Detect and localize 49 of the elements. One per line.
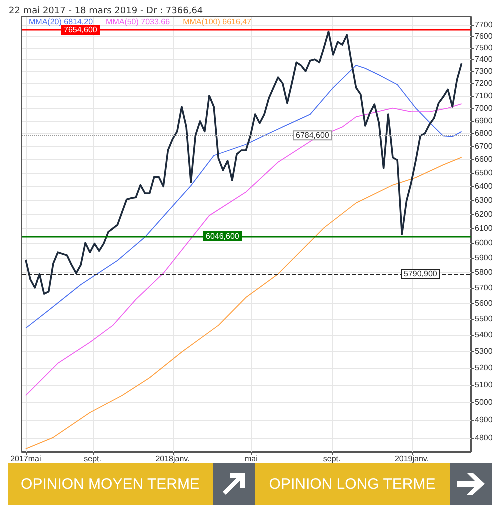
x-tick-label: sept. [323, 454, 341, 464]
y-tick-label: 5100 [475, 380, 494, 390]
text: MMA(50) 7033,66 [106, 18, 171, 26]
y-tick-label: 6100 [475, 224, 494, 234]
y-tick-label: 5700 [475, 283, 494, 292]
y-tick-label: 5400 [475, 330, 494, 340]
y-tick-label: 5000 [475, 398, 494, 408]
y-tick-label: 6800 [475, 129, 494, 138]
text: OPINION LONG TERME [255, 463, 450, 505]
y-tick-label: 5200 [475, 364, 494, 373]
y-tick-label: 7400 [475, 55, 494, 64]
y-tick-label: 7700 [475, 20, 494, 30]
y-tick-label: 6400 [475, 182, 494, 192]
y-tick-label: 6900 [475, 116, 494, 126]
text: MMA(100) 6616,47 [183, 18, 252, 26]
y-tick-label: 6000 [475, 238, 494, 248]
y-tick-label: 7200 [475, 79, 494, 88]
y-tick-label: 6200 [475, 210, 494, 219]
x-tick-label: 2017mai [10, 454, 42, 464]
x-tick-label: 2019janv. [394, 454, 430, 464]
y-tick-label: 4900 [475, 416, 494, 425]
y-tick-label: 4800 [475, 434, 494, 443]
ref-line-label: 6784,600 [296, 131, 330, 140]
y-tick-label: 6500 [475, 168, 494, 178]
y-tick-label: 6300 [475, 196, 494, 205]
y-tick-label: 7000 [475, 104, 494, 113]
y-tick-label: 7600 [475, 32, 494, 41]
y-tick-label: 7100 [475, 91, 494, 100]
text: MMA(20) 6814,20 [29, 18, 94, 26]
y-tick-label: 6700 [475, 142, 494, 152]
y-tick-label: 5300 [475, 347, 494, 356]
text: OPINION MOYEN TERME [8, 463, 213, 505]
ref-line-label: 5790,900 [404, 270, 438, 279]
y-tick-label: 5900 [475, 253, 494, 262]
x-tick-label: sept. [84, 454, 102, 464]
y-tick-label: 7500 [475, 43, 494, 52]
x-tick-label: mai [244, 454, 258, 464]
chart-title: 22 mai 2017 - 18 mars 2019 - Dr : 7366,64 [9, 6, 204, 16]
line-series [25, 157, 462, 450]
line-series [25, 65, 462, 329]
ref-line-label: 6046,600 [206, 232, 240, 241]
y-tick-label: 6600 [475, 155, 494, 164]
y-tick-label: 5600 [475, 298, 494, 308]
ref-line-label: 7654,600 [64, 26, 98, 35]
line-series [25, 104, 462, 396]
x-tick-label: 2018janv. [156, 454, 190, 464]
y-tick-label: 7300 [475, 67, 494, 76]
y-tick-label: 5800 [475, 268, 494, 278]
y-tick-label: 5500 [475, 314, 494, 324]
